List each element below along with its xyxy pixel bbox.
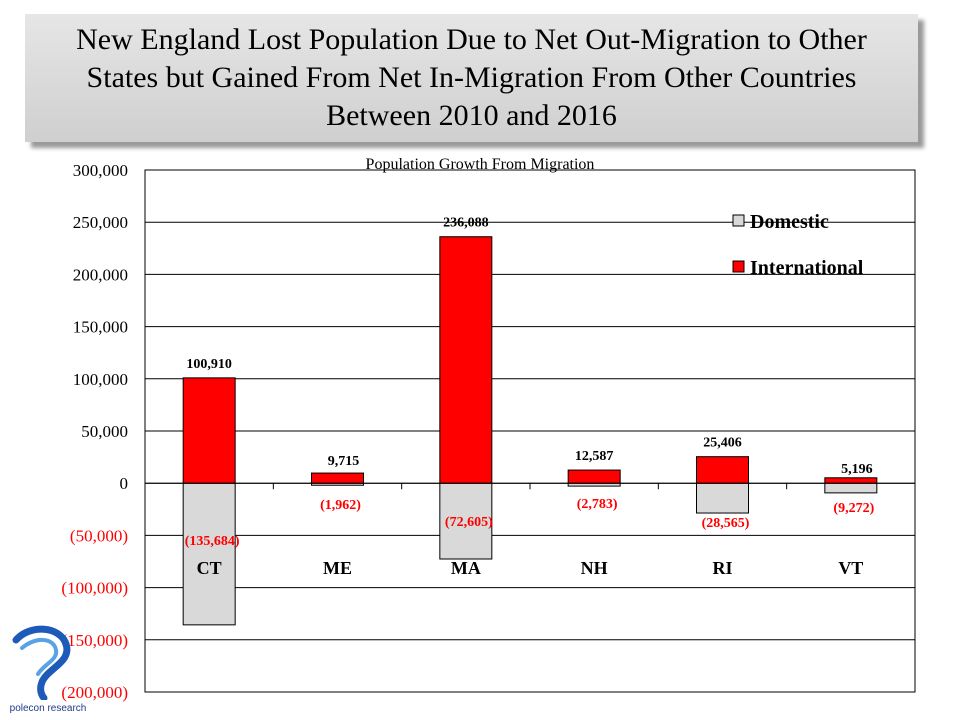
- data-label-domestic: (9,272): [833, 501, 874, 516]
- legend-label-domestic: Domestic: [750, 211, 829, 233]
- data-label-international: 100,910: [186, 357, 232, 372]
- x-category-label: CT: [197, 558, 222, 578]
- data-label-international: 236,088: [443, 216, 489, 231]
- bar-international: [567, 469, 621, 484]
- y-tick-label: (150,000): [61, 631, 128, 650]
- x-category-label: VT: [838, 558, 863, 578]
- y-tick-label: 200,000: [73, 265, 128, 284]
- legend-swatch-international: [732, 260, 745, 273]
- y-tick-label: 150,000: [73, 318, 128, 337]
- y-tick-label: 50,000: [81, 422, 128, 441]
- data-label-international: 12,587: [575, 449, 614, 464]
- plot-frame: [144, 169, 916, 693]
- y-tick-label: 0: [120, 474, 129, 493]
- x-category-label: MA: [451, 558, 481, 578]
- bar-international: [696, 456, 749, 484]
- y-tick-label: 100,000: [73, 370, 128, 389]
- page-title: New England Lost Population Due to Net O…: [76, 23, 867, 132]
- bar-domestic: [182, 482, 236, 626]
- bar-domestic: [439, 482, 493, 560]
- bar-domestic: [824, 482, 878, 494]
- y-tick-label: (100,000): [61, 579, 128, 598]
- data-label-international: 25,406: [703, 436, 742, 451]
- polecon-swirl-icon: [12, 625, 71, 702]
- y-tick-label: (50,000): [70, 526, 128, 545]
- x-category-label: ME: [323, 558, 352, 578]
- bar-domestic: [696, 482, 749, 514]
- title-banner: New England Lost Population Due to Net O…: [25, 14, 918, 142]
- bar-international: [182, 377, 236, 484]
- legend-swatch-domestic: [732, 214, 745, 227]
- data-label-international: 5,196: [841, 462, 873, 477]
- x-category-label: NH: [581, 558, 608, 578]
- data-label-domestic: (28,565): [702, 516, 750, 531]
- y-tick-label: 250,000: [73, 213, 128, 232]
- polecon-logo: polecon research: [8, 622, 88, 714]
- bar-international: [824, 477, 878, 484]
- bar-international: [311, 472, 364, 484]
- data-label-domestic: (2,783): [577, 497, 618, 512]
- chart-title: Population Growth From Migration: [366, 156, 595, 173]
- data-label-domestic: (135,684): [185, 534, 240, 549]
- logo-text: polecon research: [9, 703, 87, 714]
- data-label-domestic: (72,605): [445, 515, 493, 530]
- legend-label-international: International: [750, 257, 864, 279]
- data-label-international: 9,715: [328, 454, 360, 469]
- data-label-domestic: (1,962): [320, 498, 361, 513]
- bar-international: [439, 236, 493, 484]
- y-tick-label: 300,000: [73, 161, 128, 180]
- y-tick-label: (200,000): [61, 683, 128, 702]
- x-category-label: RI: [712, 558, 732, 578]
